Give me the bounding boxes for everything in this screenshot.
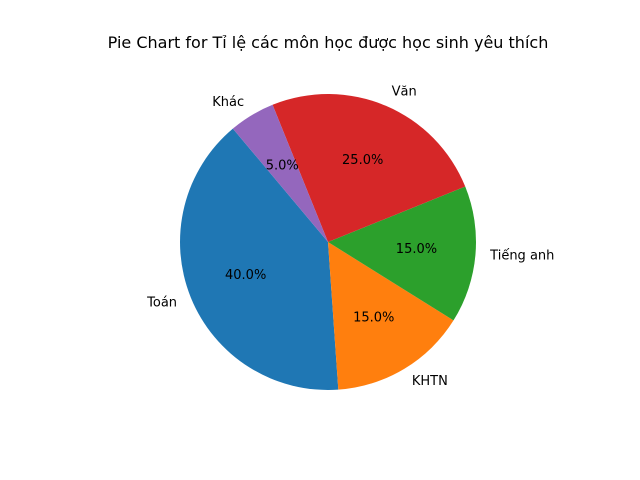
slice-label-3: Văn (392, 85, 417, 100)
slice-label-4: Khác (212, 95, 244, 110)
pie-slice-4 (232, 104, 328, 242)
slice-pct-label-2: 15.0% (396, 242, 437, 257)
slice-pct-label-4: 5.0% (266, 158, 299, 173)
slice-pct-label-1: 15.0% (353, 311, 394, 326)
pie-slice-3 (272, 94, 466, 242)
slice-label-1: KHTN (412, 374, 448, 389)
slice-label-0: Toán (146, 295, 177, 310)
slice-pct-label-0: 40.0% (225, 268, 266, 283)
slice-pct-label-3: 25.0% (342, 153, 383, 168)
slice-label-2: Tiếng anh (489, 249, 554, 264)
chart-title: Pie Chart for Tỉ lệ các môn học được học… (107, 33, 549, 52)
pie-slice-0 (180, 128, 339, 390)
pie-slice-1 (328, 242, 454, 390)
pie-slice-2 (328, 186, 476, 321)
